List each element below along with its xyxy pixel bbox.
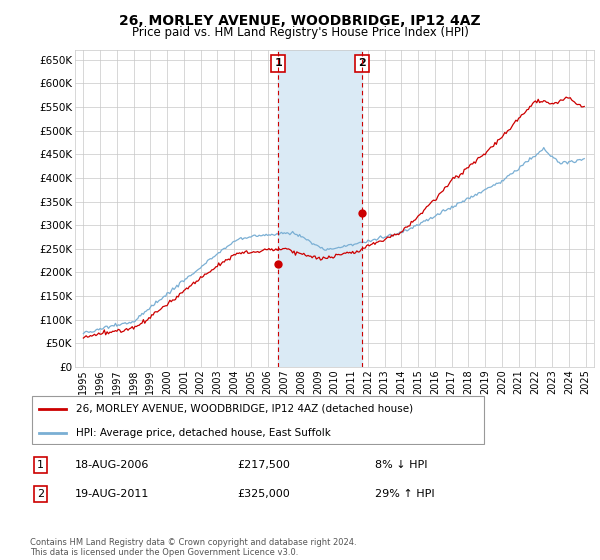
Text: Contains HM Land Registry data © Crown copyright and database right 2024.
This d: Contains HM Land Registry data © Crown c… (30, 538, 356, 557)
FancyBboxPatch shape (32, 396, 484, 444)
Text: 19-AUG-2011: 19-AUG-2011 (75, 489, 149, 499)
Text: 26, MORLEY AVENUE, WOODBRIDGE, IP12 4AZ (detached house): 26, MORLEY AVENUE, WOODBRIDGE, IP12 4AZ … (76, 404, 413, 414)
Bar (278, 50, 362, 367)
Text: 26, MORLEY AVENUE, WOODBRIDGE, IP12 4AZ: 26, MORLEY AVENUE, WOODBRIDGE, IP12 4AZ (119, 14, 481, 28)
Text: 8% ↓ HPI: 8% ↓ HPI (375, 460, 427, 470)
Text: 1: 1 (37, 460, 44, 470)
Text: 1: 1 (274, 58, 282, 68)
Text: HPI: Average price, detached house, East Suffolk: HPI: Average price, detached house, East… (76, 428, 331, 437)
Text: 18-AUG-2006: 18-AUG-2006 (75, 460, 149, 470)
Text: £217,500: £217,500 (237, 460, 290, 470)
Text: Price paid vs. HM Land Registry's House Price Index (HPI): Price paid vs. HM Land Registry's House … (131, 26, 469, 39)
Text: £325,000: £325,000 (237, 489, 290, 499)
Text: 29% ↑ HPI: 29% ↑ HPI (375, 489, 434, 499)
Text: 2: 2 (358, 58, 365, 68)
Text: 2: 2 (37, 489, 44, 499)
